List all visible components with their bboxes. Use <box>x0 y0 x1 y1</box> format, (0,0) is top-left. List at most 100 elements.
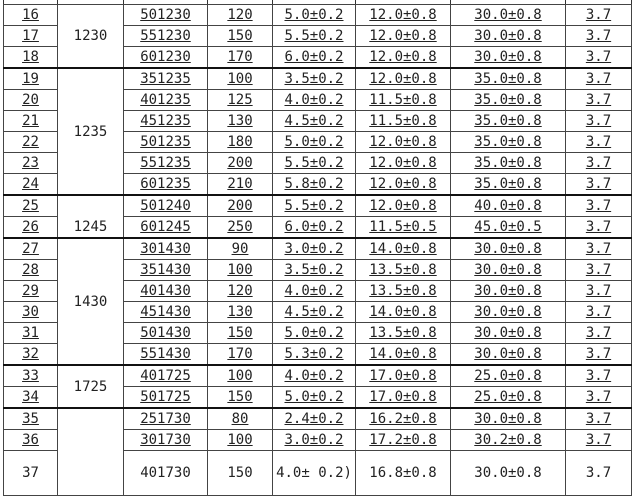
thickness-cell: 6.0±0.2 <box>272 46 356 69</box>
capacity-cell: 200 <box>207 194 273 217</box>
model-cell: 601230 <box>123 46 208 69</box>
row-number-cell-text: 34 <box>22 389 39 405</box>
length-cell: 30.0±0.8 <box>450 301 566 323</box>
model-cell-text: 401430 <box>140 283 191 299</box>
capacity-cell-text: 100 <box>227 262 253 278</box>
model-cell-text: 501725 <box>140 389 191 405</box>
width-cell: 17.0±0.8 <box>355 364 451 387</box>
row-number-cell: 23 <box>3 152 58 174</box>
thickness-cell-text: 5.0±0.2 <box>284 134 344 150</box>
row-number-cell: 34 <box>3 386 58 409</box>
thickness-cell: 4.0±0.2 <box>272 89 356 111</box>
capacity-cell-text: 130 <box>227 113 253 129</box>
thickness-cell-text: 4.0±0.2 <box>284 368 344 384</box>
model-cell-text: 251730 <box>140 411 191 427</box>
voltage-cell-text: 3.7 <box>585 92 612 108</box>
group-cell-text: 1430 <box>73 293 108 310</box>
capacity-cell-text: 200 <box>227 198 253 214</box>
voltage-cell: 3.7 <box>565 301 632 323</box>
voltage-cell: 3.7 <box>565 364 632 387</box>
width-cell: 13.5±0.8 <box>355 322 451 344</box>
row-number-cell: 16 <box>3 4 58 26</box>
model-cell-text: 351430 <box>140 262 191 278</box>
row-number-cell-text: 37 <box>22 465 39 481</box>
model-cell: 401725 <box>123 364 208 387</box>
model-cell: 451235 <box>123 110 208 132</box>
voltage-cell: 3.7 <box>565 4 632 26</box>
row-number-cell-text: 26 <box>22 219 39 235</box>
table-row: 25 1245 501240 200 5.5±0.2 12.0±0.8 40.0±0.8 3.… <box>3 194 632 239</box>
row-number-cell-text: 31 <box>22 325 39 341</box>
length-cell-text: 25.0±0.8 <box>474 368 542 384</box>
voltage-cell: 3.7 <box>565 152 632 174</box>
width-cell: 11.5±0.5 <box>355 216 451 239</box>
row-number-cell: 36 <box>3 429 58 451</box>
thickness-cell: 5.3±0.2 <box>272 343 356 366</box>
width-cell-text: 12.0±0.8 <box>369 71 437 87</box>
width-cell-text: 12.0±0.8 <box>369 176 437 192</box>
capacity-cell: 100 <box>207 429 273 451</box>
capacity-cell: 80 <box>207 407 273 430</box>
thickness-cell: 5.8±0.2 <box>272 173 356 196</box>
voltage-cell-text: 3.7 <box>585 7 612 23</box>
row-number-cell-text: 19 <box>22 71 39 87</box>
width-cell: 14.0±0.8 <box>355 301 451 323</box>
row-number-cell: 20 <box>3 89 58 111</box>
thickness-cell-text: 5.5±0.2 <box>284 198 344 214</box>
width-cell-text: 12.0±0.8 <box>369 198 437 214</box>
thickness-cell-text: 6.0±0.2 <box>284 49 344 65</box>
length-cell: 40.0±0.8 <box>450 194 566 217</box>
length-cell-text: 30.0±0.8 <box>474 241 542 257</box>
length-cell: 30.0±0.8 <box>450 343 566 366</box>
width-cell-text: 12.0±0.8 <box>369 134 437 150</box>
row-number-cell-text: 27 <box>22 241 39 257</box>
thickness-cell: 4.0±0.2 <box>272 364 356 387</box>
model-cell-text: 551235 <box>140 155 191 171</box>
model-cell: 601245 <box>123 216 208 239</box>
group-cell: 1725 <box>57 364 124 409</box>
model-cell-text: 501240 <box>140 198 191 214</box>
model-cell-text: 551230 <box>140 28 191 44</box>
table-row: 19 1235 351235 100 3.5±0.2 12.0±0.8 35.0±0.8 3.… <box>3 67 632 196</box>
voltage-cell: 3.7 <box>565 237 632 260</box>
capacity-cell: 100 <box>207 67 273 90</box>
width-cell-text: 11.5±0.8 <box>369 113 437 129</box>
table-row: 17 551230 150 5.5±0.2 12.0±0.8 30.0±0.8 3.7 <box>3 25 632 47</box>
model-cell: 501725 <box>123 386 208 409</box>
row-number-cell-text: 36 <box>22 432 39 448</box>
length-cell-text: 35.0±0.8 <box>474 176 542 192</box>
voltage-cell-text: 3.7 <box>585 389 612 405</box>
voltage-cell: 3.7 <box>565 89 632 111</box>
model-cell: 301730 <box>123 429 208 451</box>
length-cell-text: 35.0±0.8 <box>474 92 542 108</box>
capacity-cell: 150 <box>207 25 273 47</box>
thickness-cell: 5.0±0.2 <box>272 131 356 153</box>
model-cell: 301430 <box>123 237 208 260</box>
voltage-cell: 3.7 <box>565 216 632 239</box>
width-cell-text: 12.0±0.8 <box>369 49 437 65</box>
capacity-cell: 150 <box>207 386 273 409</box>
voltage-cell-text: 3.7 <box>585 368 612 384</box>
table-row: 33 1725 401725 100 4.0±0.2 17.0±0.8 25.0±0.8 3.… <box>3 364 632 409</box>
row-number-cell: 25 <box>3 194 58 217</box>
row-number-cell: 37 <box>3 450 58 496</box>
table-row: 32 551430 170 5.3±0.2 14.0±0.8 30.0±0.8 3.7 <box>3 343 632 366</box>
capacity-cell-text: 180 <box>227 134 253 150</box>
width-cell-text: 14.0±0.8 <box>369 241 437 257</box>
capacity-cell: 180 <box>207 131 273 153</box>
thickness-cell-text: 5.5±0.2 <box>284 28 344 44</box>
battery-spec-table: 16 1230 501230 120 5.0±0.2 12.0±0.8 30.0±0.8 3.… <box>3 4 632 496</box>
row-number-cell-text: 16 <box>22 7 39 23</box>
row-number-cell: 22 <box>3 131 58 153</box>
thickness-cell: 6.0±0.2 <box>272 216 356 239</box>
length-cell-text: 30.0±0.8 <box>474 325 542 341</box>
voltage-cell: 3.7 <box>565 280 632 302</box>
voltage-cell-text: 3.7 <box>585 219 612 235</box>
length-cell: 30.0±0.8 <box>450 280 566 302</box>
voltage-cell: 3.7 <box>565 322 632 344</box>
voltage-cell-text: 3.7 <box>585 465 612 481</box>
width-cell: 12.0±0.8 <box>355 67 451 90</box>
table-row: 34 501725 150 5.0±0.2 17.0±0.8 25.0±0.8 3.7 <box>3 386 632 409</box>
model-cell: 501430 <box>123 322 208 344</box>
width-cell: 16.2±0.8 <box>355 407 451 430</box>
